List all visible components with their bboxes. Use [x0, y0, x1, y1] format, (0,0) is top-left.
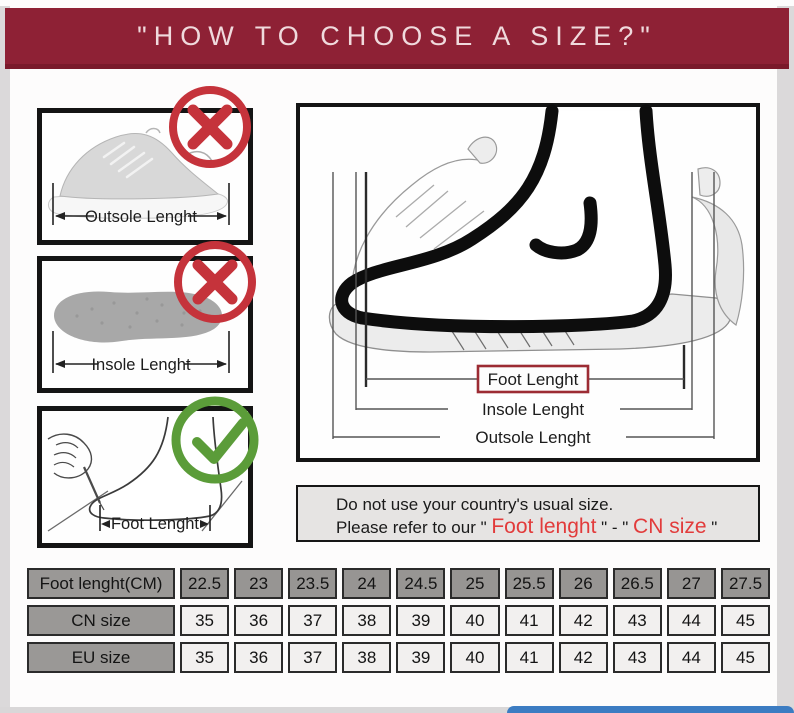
size-table-row: CN size 35 36 37 38 39 40 41 42 43 44 45 [27, 605, 771, 636]
size-cell: 44 [666, 605, 716, 636]
sizing-note: Do not use your country's usual size. Pl… [296, 485, 760, 542]
panel-insole-wrong: Insole Lenght [37, 241, 256, 393]
wrong-x-icon [174, 241, 256, 323]
size-cell: 40 [450, 642, 500, 673]
size-table-row: Foot lenght(CM) 22.5 23 23.5 24 24.5 25 25.5 26 2… [27, 568, 771, 599]
insole-length-label: Insole Lenght [91, 356, 190, 374]
foot-length-highlight-box [476, 364, 590, 394]
size-cell: 25.5 [504, 568, 554, 599]
size-cell: 42 [558, 642, 608, 673]
panel-outsole-wrong: Outsole Lenght [37, 86, 253, 245]
wrong-x-icon [169, 86, 251, 168]
diagram-foot-length-label: Foot Lenght [488, 370, 579, 389]
foot-shoe-diagram: Foot Lenght Insole Lenght Outsole Lenght [296, 103, 760, 462]
size-cell: 37 [288, 605, 338, 636]
size-table-row: EU size 35 36 37 38 39 40 41 42 43 44 45 [27, 642, 771, 673]
left-edge-strip [0, 6, 10, 708]
size-cell: 45 [720, 642, 771, 673]
size-cell: 43 [612, 605, 662, 636]
size-cell: 23.5 [288, 568, 338, 599]
size-cell: 26.5 [612, 568, 662, 599]
foot-length-label: Foot Lenght [111, 515, 199, 533]
size-cell: 42 [558, 605, 608, 636]
size-cell: 27.5 [720, 568, 771, 599]
panel-foot-correct: Foot Lenght [37, 396, 259, 548]
outsole-length-label: Outsole Lenght [85, 208, 197, 226]
size-cell: 41 [504, 605, 554, 636]
note-line-2: Please refer to our " Foot lenght " - " … [336, 515, 718, 538]
size-cell: 26 [558, 568, 608, 599]
size-cell: 39 [396, 642, 446, 673]
size-cell: 22.5 [180, 568, 230, 599]
size-cell: 41 [504, 642, 554, 673]
bottom-blue-bar[interactable] [507, 706, 794, 713]
size-cell: 45 [720, 605, 771, 636]
size-cell: 40 [450, 605, 500, 636]
size-cell: 38 [342, 642, 392, 673]
size-row-label: CN size [27, 605, 175, 636]
size-cell: 35 [180, 642, 230, 673]
note-line-1: Do not use your country's usual size. [336, 495, 614, 514]
insole-illustration: Insole Lenght [52, 241, 256, 374]
correct-check-icon [171, 396, 259, 484]
size-cell: 37 [288, 642, 338, 673]
foot-measure-sketch: Foot Lenght [47, 396, 259, 533]
size-cell: 25 [450, 568, 500, 599]
diagram-insole-length-label: Insole Lenght [482, 400, 584, 419]
page-title: "HOW TO CHOOSE A SIZE?" [137, 20, 657, 51]
size-cell: 43 [612, 642, 662, 673]
size-cell: 24 [342, 568, 392, 599]
size-cell: 38 [342, 605, 392, 636]
foot-shoe-illustration: Foot Lenght Insole Lenght Outsole Lenght [328, 104, 745, 447]
size-table: Foot lenght(CM) 22.5 23 23.5 24 24.5 25 25.5 26 2… [27, 568, 771, 679]
size-cell: 44 [666, 642, 716, 673]
size-cell: 36 [234, 642, 284, 673]
size-cell: 27 [666, 568, 716, 599]
header-banner: "HOW TO CHOOSE A SIZE?" [5, 8, 789, 69]
size-cell: 24.5 [396, 568, 446, 599]
size-row-label: Foot lenght(CM) [27, 568, 175, 599]
size-cell: 35 [180, 605, 230, 636]
sneaker-illustration: Outsole Lenght [48, 86, 251, 226]
right-edge-strip [777, 6, 794, 708]
foot-length-highlight: Foot lenght [491, 515, 597, 538]
cn-size-highlight: CN size [633, 515, 707, 538]
diagram-outsole-length-label: Outsole Lenght [475, 428, 591, 447]
size-cell: 23 [234, 568, 284, 599]
size-cell: 36 [234, 605, 284, 636]
size-row-label: EU size [27, 642, 175, 673]
bottom-edge-strip [0, 707, 794, 713]
size-cell: 39 [396, 605, 446, 636]
